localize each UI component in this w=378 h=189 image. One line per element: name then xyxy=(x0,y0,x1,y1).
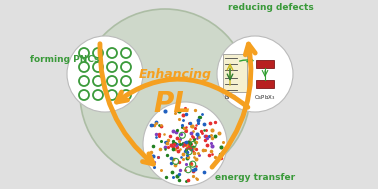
Circle shape xyxy=(217,36,293,112)
Text: PL: PL xyxy=(153,90,191,118)
Text: Bi$^{3+}$: Bi$^{3+}$ xyxy=(224,93,238,102)
FancyBboxPatch shape xyxy=(256,60,274,68)
Circle shape xyxy=(80,9,250,179)
Text: Enhancing: Enhancing xyxy=(138,68,212,81)
Text: energy transfer: energy transfer xyxy=(215,173,295,181)
Text: CsPbX$_3$: CsPbX$_3$ xyxy=(254,93,276,102)
Text: reducing defects: reducing defects xyxy=(228,2,314,12)
Circle shape xyxy=(67,36,143,112)
Circle shape xyxy=(143,102,227,186)
Text: forming PNCs: forming PNCs xyxy=(30,54,99,64)
FancyBboxPatch shape xyxy=(223,54,247,92)
FancyBboxPatch shape xyxy=(256,80,274,88)
